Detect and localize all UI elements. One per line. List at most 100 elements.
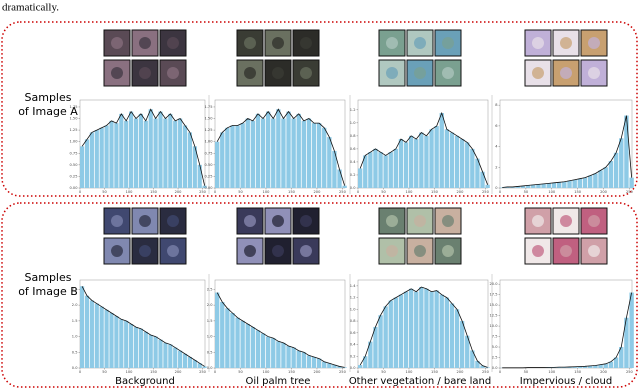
density-line bbox=[502, 115, 633, 188]
histogram-bar bbox=[520, 185, 526, 188]
histogram-bar bbox=[562, 367, 567, 368]
thumbnail-texture bbox=[588, 67, 600, 79]
histogram-bar bbox=[215, 141, 220, 188]
histogram-bar bbox=[109, 313, 114, 368]
histogram-bar bbox=[510, 186, 515, 188]
x-tick-label: 0 bbox=[214, 370, 217, 374]
y-tick-label: 0 bbox=[495, 186, 498, 190]
histogram-bar bbox=[541, 183, 546, 188]
histogram-bar bbox=[480, 171, 485, 188]
histogram-bar bbox=[619, 347, 624, 368]
x-tick-label: 200 bbox=[600, 190, 608, 194]
histogram-bar bbox=[153, 118, 158, 188]
y-tick-label: 1.75 bbox=[69, 105, 77, 109]
density-line bbox=[216, 108, 346, 186]
histogram-bar bbox=[373, 326, 378, 368]
y-tick-label: 0.0 bbox=[207, 366, 213, 370]
histogram-bar bbox=[619, 138, 624, 188]
histogram-bar bbox=[286, 111, 291, 188]
y-tick-label: 1.5 bbox=[72, 319, 78, 323]
histogram-bar bbox=[459, 321, 465, 368]
histogram-bar bbox=[114, 316, 119, 368]
density-line bbox=[359, 111, 488, 185]
histogram-bar bbox=[276, 341, 281, 368]
histogram-bar bbox=[235, 125, 240, 188]
histogram-bar bbox=[608, 161, 614, 188]
histogram-bar bbox=[225, 308, 230, 368]
histogram-bar bbox=[84, 139, 90, 188]
y-tick-label: 20.0 bbox=[489, 282, 498, 286]
thumbnail bbox=[434, 237, 462, 265]
histogram-bar bbox=[624, 317, 629, 368]
y-tick-label: 6 bbox=[495, 124, 498, 128]
histogram-bar bbox=[202, 185, 207, 188]
histogram-bar bbox=[296, 350, 301, 368]
thumbnail-texture bbox=[111, 245, 123, 257]
x-tick-label: 100 bbox=[406, 370, 414, 374]
histogram-bar bbox=[301, 352, 306, 368]
histogram-bar bbox=[158, 339, 163, 368]
histogram-bar bbox=[133, 327, 139, 368]
group-box bbox=[1, 202, 638, 388]
x-tick-label: 100 bbox=[126, 190, 134, 194]
histogram-bar bbox=[629, 292, 634, 368]
y-tick-label: 0.50 bbox=[204, 163, 213, 167]
histogram-bar bbox=[133, 118, 139, 188]
thumbnail bbox=[524, 207, 552, 235]
histogram-bar bbox=[104, 125, 109, 188]
histogram-bar bbox=[327, 363, 332, 368]
histogram-bar bbox=[429, 129, 434, 188]
x-tick-label: 200 bbox=[175, 190, 183, 194]
thumbnail-texture bbox=[532, 67, 544, 79]
x-tick-label: 250 bbox=[482, 190, 490, 194]
y-tick-label: 0.0 bbox=[72, 366, 78, 370]
y-tick-label: 1.75 bbox=[204, 105, 212, 109]
histogram-bar bbox=[230, 125, 235, 188]
histogram-bar bbox=[291, 347, 296, 368]
histogram-bar bbox=[398, 294, 404, 368]
histogram-bar bbox=[94, 130, 99, 188]
row-label: of Image A bbox=[18, 105, 78, 118]
histogram-bar bbox=[577, 178, 583, 188]
histogram-bar bbox=[470, 148, 475, 188]
y-tick-label: 1.2 bbox=[350, 296, 356, 300]
histogram-bar bbox=[546, 183, 551, 188]
histogram-bar bbox=[393, 148, 399, 188]
y-tick-label: 17.5 bbox=[489, 293, 497, 297]
y-tick-label: 0.0 bbox=[350, 186, 356, 190]
thumbnail-texture bbox=[300, 245, 312, 257]
histogram-bar bbox=[363, 155, 368, 188]
y-tick-label: 0.25 bbox=[69, 174, 77, 178]
y-tick-label: 2 bbox=[495, 165, 497, 169]
x-tick-label: 250 bbox=[199, 370, 207, 374]
x-tick-label: 100 bbox=[126, 370, 134, 374]
histogram-bar bbox=[408, 135, 414, 188]
histogram-bar bbox=[173, 347, 178, 368]
y-tick-label: 7.5 bbox=[492, 335, 498, 339]
column-label: Oil palm tree bbox=[246, 376, 311, 387]
x-tick-label: 150 bbox=[574, 370, 582, 374]
y-tick-label: 10.0 bbox=[489, 324, 498, 328]
histogram-bar bbox=[556, 182, 562, 188]
thumbnail-texture bbox=[560, 37, 572, 49]
histogram-bar bbox=[84, 295, 90, 368]
histogram-bar bbox=[598, 364, 603, 368]
y-tick-label: 2.0 bbox=[207, 303, 213, 307]
y-tick-label: 0.0 bbox=[492, 366, 498, 370]
histogram-bar bbox=[187, 357, 193, 368]
histogram-bar bbox=[240, 320, 245, 368]
histogram-bar bbox=[197, 164, 202, 188]
y-tick-label: 0.00 bbox=[69, 186, 78, 190]
x-tick-label: 200 bbox=[314, 190, 322, 194]
histogram-bar bbox=[158, 111, 163, 188]
histogram-bar bbox=[373, 148, 378, 188]
thumbnail-texture bbox=[442, 245, 454, 257]
x-tick-label: 250 bbox=[199, 190, 207, 194]
histogram-bar bbox=[109, 120, 114, 188]
histogram-bar bbox=[89, 300, 94, 368]
histogram-bar bbox=[250, 327, 256, 368]
x-tick-label: 0 bbox=[499, 190, 502, 194]
histogram-bar bbox=[358, 168, 363, 188]
x-tick-label: 250 bbox=[339, 190, 347, 194]
histogram-bar bbox=[629, 177, 634, 188]
